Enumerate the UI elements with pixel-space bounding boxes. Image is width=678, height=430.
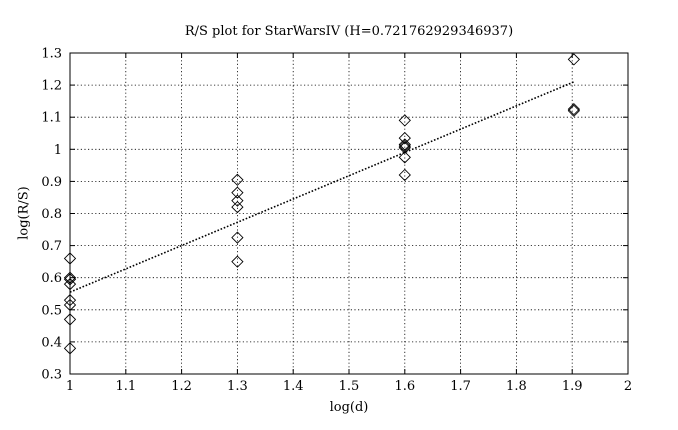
data-point <box>231 173 244 186</box>
data-point <box>63 273 77 286</box>
data-point <box>398 168 411 182</box>
data-point <box>63 252 77 265</box>
data-point <box>231 231 244 244</box>
x-tick-label: 1.9 <box>562 379 583 394</box>
data-point <box>231 186 244 199</box>
data-point <box>398 141 411 154</box>
data-point <box>231 194 244 207</box>
y-tick-label: 1 <box>54 143 62 158</box>
data-point <box>398 131 411 145</box>
y-tick-label: 0.9 <box>41 175 62 190</box>
data-point <box>398 138 411 151</box>
data-point <box>567 53 581 66</box>
y-axis-label: log(R/S) <box>16 186 32 240</box>
chart-title: R/S plot for StarWarsIV (H=0.72176292934… <box>184 24 514 39</box>
fit-line <box>69 81 575 293</box>
y-tick-label: 1.2 <box>41 79 62 94</box>
x-tick-label: 1.7 <box>450 379 471 394</box>
y-tick-label: 0.4 <box>41 335 62 350</box>
data-point <box>567 103 581 116</box>
x-tick-label: 2 <box>624 379 632 394</box>
x-tick-label: 1.1 <box>115 379 136 394</box>
x-axis-label: log(d) <box>329 400 369 415</box>
tick-labels: 1 1.1 1.2 1.3 1.4 1.5 1.6 1.7 1.8 1.9 2 0.3 0.4 0.5 0.… <box>41 47 632 395</box>
x-tick-label: 1.4 <box>283 379 304 394</box>
data-point <box>63 342 77 355</box>
y-tick-label: 0.3 <box>41 368 62 383</box>
data-points <box>63 53 581 355</box>
data-point <box>63 294 77 307</box>
axes-frame <box>69 52 629 375</box>
data-point <box>63 313 77 326</box>
data-point <box>398 151 411 164</box>
y-tick-label: 1.3 <box>41 47 62 62</box>
x-tick-label: 1.6 <box>394 379 415 394</box>
y-tick-label: 0.5 <box>41 303 62 318</box>
data-point <box>231 255 244 268</box>
x-tick-label: 1.5 <box>339 379 360 394</box>
data-point <box>63 271 77 284</box>
x-tick-label: 1.3 <box>227 379 248 394</box>
data-point <box>63 277 77 291</box>
x-tick-label: 1.2 <box>171 379 192 394</box>
y-tick-label: 0.6 <box>41 271 62 286</box>
y-tick-label: 0.8 <box>41 207 62 222</box>
y-tick-label: 1.1 <box>41 111 62 126</box>
x-tick-label: 1.8 <box>506 379 527 394</box>
data-point <box>63 298 77 312</box>
plot-frame <box>69 52 629 375</box>
fit-line-layer <box>69 81 575 293</box>
data-point <box>567 104 581 117</box>
grid-lines <box>70 53 628 374</box>
data-point <box>398 114 411 127</box>
x-tick-label: 1 <box>66 379 74 394</box>
data-point <box>231 200 244 214</box>
y-tick-label: 0.7 <box>41 239 62 254</box>
